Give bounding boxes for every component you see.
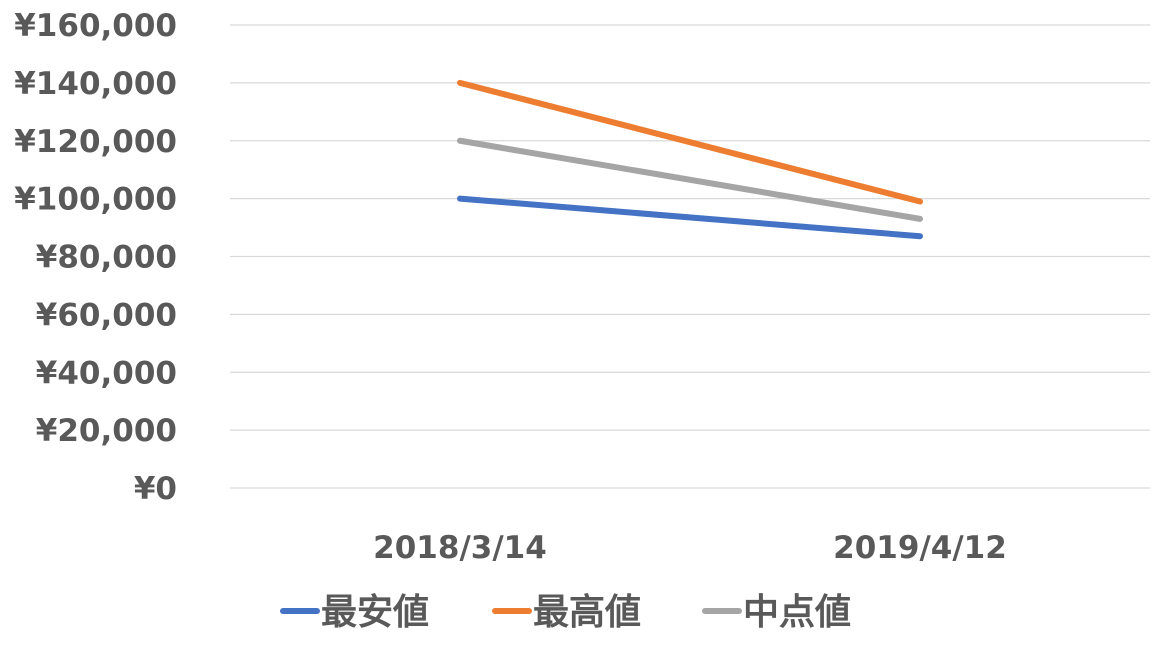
legend-label: 最安値	[321, 592, 429, 633]
legend-label: 最高値	[533, 592, 641, 633]
x-tick-label: 2018/3/14	[373, 530, 547, 566]
y-tick-label: ¥0	[134, 471, 177, 507]
series-lines	[457, 79, 923, 240]
x-axis-tick-labels: 2018/3/14 2019/4/12	[373, 530, 1007, 566]
x-tick-label: 2019/4/12	[833, 530, 1007, 566]
legend-label: 中点値	[743, 592, 851, 633]
legend: 最安値 最高値 中点値	[280, 592, 851, 633]
y-tick-label: ¥40,000	[36, 355, 177, 391]
y-tick-label: ¥20,000	[36, 413, 177, 449]
series-line-1	[457, 195, 923, 240]
y-tick-label: ¥120,000	[14, 124, 177, 160]
y-axis-tick-labels: ¥0 ¥20,000 ¥40,000 ¥60,000 ¥80,000 ¥100,000 ¥1…	[14, 8, 177, 507]
y-tick-label: ¥60,000	[36, 297, 177, 333]
y-tick-label: ¥100,000	[14, 182, 177, 218]
gridlines	[230, 24, 1150, 489]
series-line-2	[457, 79, 923, 205]
series-line-3	[457, 137, 923, 222]
y-tick-label: ¥80,000	[36, 240, 177, 276]
y-tick-label: ¥160,000	[14, 8, 177, 44]
y-tick-label: ¥140,000	[14, 66, 177, 102]
